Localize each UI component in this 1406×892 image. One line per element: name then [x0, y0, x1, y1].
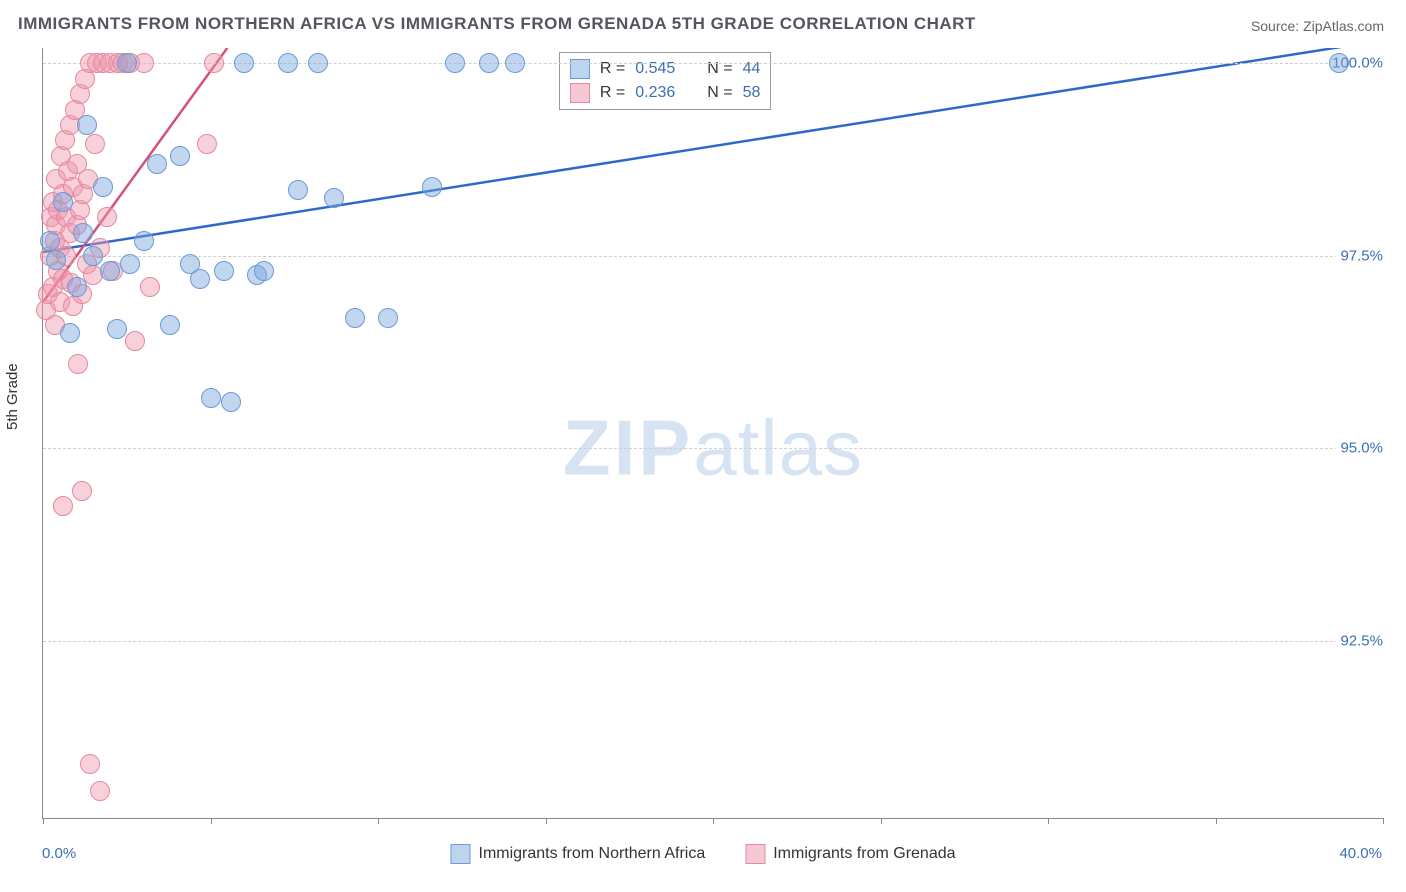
x-tick [1048, 818, 1049, 824]
legend-stats-box: R = 0.545 N = 44 R = 0.236 N = 58 [559, 52, 772, 110]
data-point-na [73, 223, 93, 243]
x-axis-min-label: 0.0% [42, 845, 76, 862]
legend-swatch-gr [570, 83, 590, 103]
data-point-na [77, 115, 97, 135]
source-label: Source: [1251, 18, 1303, 34]
chart-title: IMMIGRANTS FROM NORTHERN AFRICA VS IMMIG… [18, 14, 976, 34]
gridline [43, 448, 1383, 449]
data-point-gr [72, 481, 92, 501]
data-point-na [170, 146, 190, 166]
trend-lines-layer [43, 48, 1383, 818]
data-point-na [107, 319, 127, 339]
legend-R-label: R = [600, 81, 625, 105]
legend-N-value-gr: 58 [743, 81, 761, 105]
data-point-na [40, 231, 60, 251]
data-point-na [46, 250, 66, 270]
data-point-gr [140, 277, 160, 297]
legend-label-na: Immigrants from Northern Africa [478, 845, 705, 863]
data-point-na [83, 246, 103, 266]
legend-label-gr: Immigrants from Grenada [773, 845, 955, 863]
data-point-na [422, 177, 442, 197]
data-point-gr [197, 134, 217, 154]
data-point-na [190, 269, 210, 289]
legend-N-label: N = [707, 57, 732, 81]
data-point-na [1329, 53, 1349, 73]
data-point-na [100, 261, 120, 281]
data-point-na [201, 388, 221, 408]
x-tick [211, 818, 212, 824]
data-point-na [221, 392, 241, 412]
legend-stats-row-na: R = 0.545 N = 44 [570, 57, 761, 81]
x-tick [713, 818, 714, 824]
legend-R-value-gr: 0.236 [635, 81, 675, 105]
x-tick [43, 818, 44, 824]
data-point-gr [90, 781, 110, 801]
x-tick [1216, 818, 1217, 824]
legend-swatch-na [570, 59, 590, 79]
legend-swatch-na [450, 844, 470, 864]
x-tick [378, 818, 379, 824]
y-axis-title: 5th Grade [4, 363, 21, 430]
legend-bottom: Immigrants from Northern Africa Immigrant… [450, 844, 955, 864]
data-point-gr [204, 53, 224, 73]
source-attribution: Source: ZipAtlas.com [1251, 18, 1384, 34]
legend-R-value-na: 0.545 [635, 57, 675, 81]
data-point-gr [80, 754, 100, 774]
legend-N-value-na: 44 [743, 57, 761, 81]
data-point-na [93, 177, 113, 197]
legend-item-na: Immigrants from Northern Africa [450, 844, 705, 864]
data-point-na [214, 261, 234, 281]
x-tick [546, 818, 547, 824]
data-point-na [234, 53, 254, 73]
data-point-gr [97, 207, 117, 227]
gridline [43, 641, 1383, 642]
data-point-na [278, 53, 298, 73]
data-point-gr [85, 134, 105, 154]
data-point-na [324, 188, 344, 208]
source-value: ZipAtlas.com [1303, 18, 1384, 34]
data-point-gr [68, 354, 88, 374]
data-point-na [254, 261, 274, 281]
data-point-na [345, 308, 365, 328]
data-point-na [134, 231, 154, 251]
legend-R-label: R = [600, 57, 625, 81]
data-point-na [505, 53, 525, 73]
data-point-na [147, 154, 167, 174]
scatter-plot-area: ZIPatlas R =0.545N =44R =0.236N =58 92.5… [42, 48, 1383, 819]
data-point-gr [53, 496, 73, 516]
legend-swatch-gr [745, 844, 765, 864]
legend-stats-row-gr: R = 0.236 N = 58 [570, 81, 761, 105]
gridline [43, 256, 1383, 257]
x-tick [881, 818, 882, 824]
data-point-na [378, 308, 398, 328]
y-tick-label: 97.5% [1336, 247, 1387, 264]
data-point-na [288, 180, 308, 200]
y-tick-label: 92.5% [1336, 632, 1387, 649]
data-point-na [60, 323, 80, 343]
data-point-na [479, 53, 499, 73]
x-tick [1383, 818, 1384, 824]
data-point-na [117, 53, 137, 73]
data-point-na [445, 53, 465, 73]
data-point-na [120, 254, 140, 274]
legend-N-label: N = [707, 81, 732, 105]
data-point-na [308, 53, 328, 73]
data-point-gr [125, 331, 145, 351]
y-tick-label: 95.0% [1336, 440, 1387, 457]
data-point-na [53, 192, 73, 212]
data-point-na [160, 315, 180, 335]
legend-item-gr: Immigrants from Grenada [745, 844, 955, 864]
data-point-na [67, 277, 87, 297]
x-axis-max-label: 40.0% [1339, 845, 1382, 862]
